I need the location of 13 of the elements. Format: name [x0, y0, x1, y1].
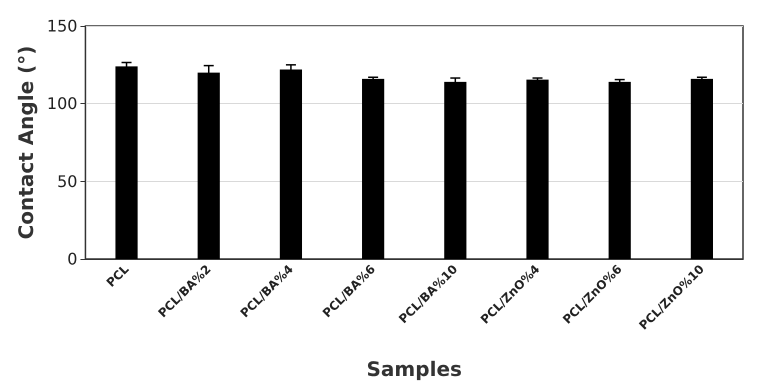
bar [280, 69, 302, 259]
bar [115, 66, 138, 259]
x-axis-title: Samples [366, 357, 462, 381]
bar [690, 78, 713, 259]
y-tick-label: 150 [46, 16, 78, 36]
y-tick-label: 100 [46, 94, 78, 114]
y-tick-label: 0 [67, 250, 78, 268]
bar [526, 80, 549, 259]
bar [608, 82, 631, 259]
y-axis-title: Contact Angle (°) [14, 46, 38, 240]
y-tick-label: 50 [57, 172, 78, 191]
bar [444, 82, 466, 259]
bar [362, 78, 384, 259]
